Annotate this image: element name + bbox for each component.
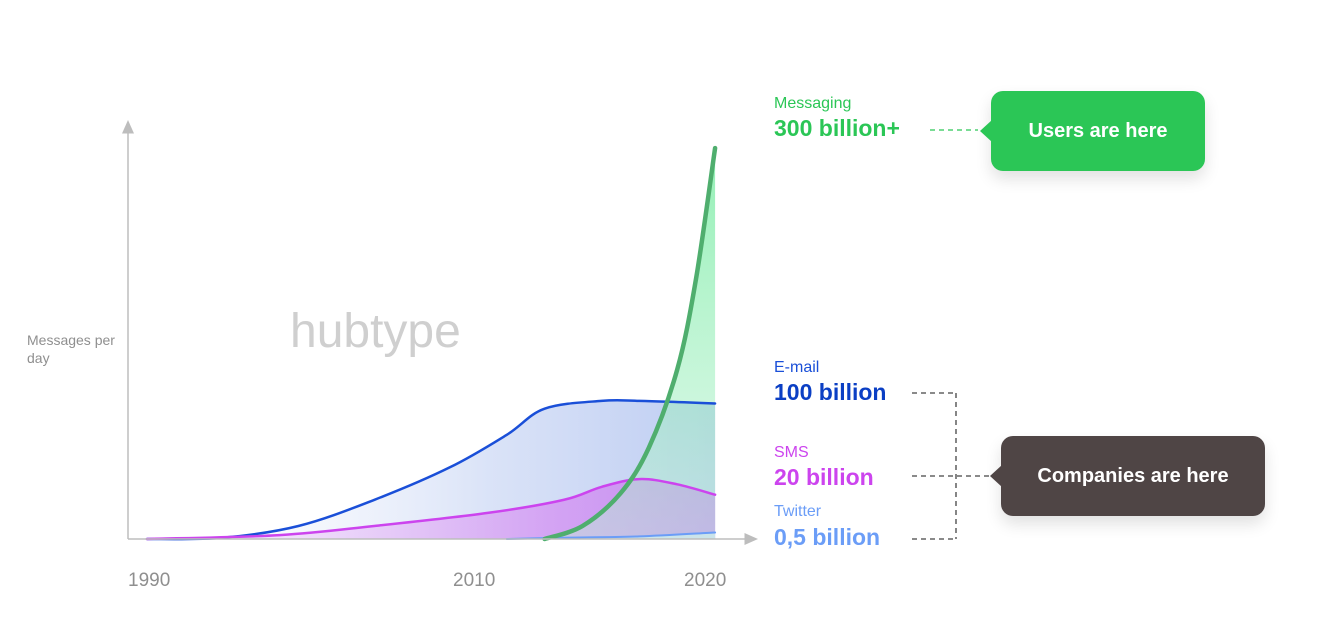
sms-series-line [145,477,717,541]
companies-are-here-callout: Companies are here [990,436,1265,516]
messaging-series-name: Messaging [774,95,852,112]
e-mail-series-line [145,398,717,541]
e-mail-series-name: E-mail [774,359,820,376]
x-tick-label: 2020 [684,570,727,591]
e-mail-series-value: 100 billion [774,379,887,405]
twitter-series-name: Twitter [774,503,822,520]
messaging-series-value: 300 billion+ [774,115,900,141]
sms-series-name: SMS [774,444,809,461]
sms-series-value: 20 billion [774,464,874,490]
sms-area [146,479,716,539]
y-axis-title: Messages per day [27,332,115,366]
x-tick-label: 1990 [128,570,171,591]
x-tick-label: 2010 [453,570,496,591]
messaging-area [544,148,716,539]
hubtype-watermark-logo: hubtype [290,305,461,358]
twitter-series-value: 0,5 billion [774,524,881,550]
users-are-here-callout: Users are here [980,91,1205,171]
messaging-series-line [542,145,718,542]
